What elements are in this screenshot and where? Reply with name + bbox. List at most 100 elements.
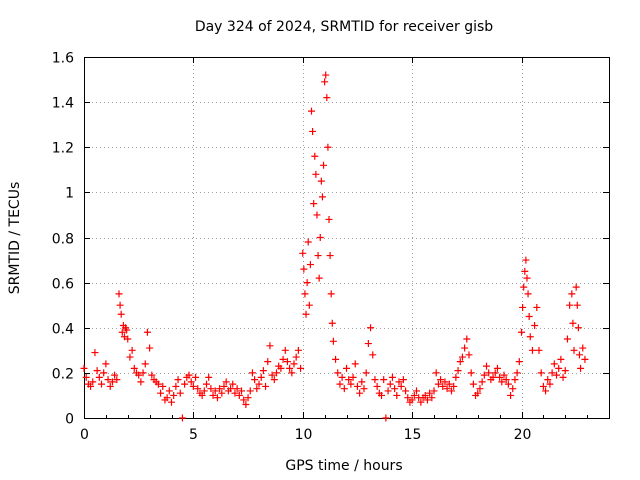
data-point bbox=[334, 369, 342, 377]
data-point bbox=[312, 170, 320, 178]
data-point bbox=[216, 385, 224, 393]
data-point bbox=[325, 215, 333, 223]
data-point bbox=[222, 378, 230, 386]
data-point bbox=[373, 382, 381, 390]
data-point bbox=[323, 94, 331, 102]
data-point bbox=[313, 211, 321, 219]
data-point bbox=[294, 346, 302, 354]
data-point bbox=[402, 387, 410, 395]
data-point bbox=[181, 380, 189, 388]
data-point bbox=[246, 387, 254, 395]
data-point bbox=[388, 373, 396, 381]
data-point bbox=[98, 380, 105, 388]
y-tick-label: 1.4 bbox=[52, 96, 74, 112]
data-point bbox=[235, 391, 243, 399]
y-tick-label: 0 bbox=[65, 412, 74, 428]
data-point bbox=[561, 367, 569, 375]
data-point bbox=[316, 234, 324, 241]
data-point bbox=[262, 382, 270, 390]
data-point bbox=[500, 371, 508, 379]
data-point bbox=[553, 371, 560, 379]
data-point bbox=[364, 340, 372, 348]
data-point bbox=[507, 391, 515, 399]
chart-title: Day 324 of 2024, SRMTID for receiver gis… bbox=[195, 19, 493, 35]
data-point bbox=[550, 360, 558, 368]
data-point bbox=[454, 367, 462, 375]
data-point bbox=[87, 382, 95, 390]
data-point bbox=[546, 380, 554, 388]
data-point bbox=[310, 200, 318, 208]
data-point bbox=[264, 358, 272, 366]
data-point bbox=[189, 382, 197, 390]
data-point bbox=[441, 378, 449, 386]
data-point bbox=[428, 394, 436, 402]
data-point bbox=[537, 369, 545, 377]
data-point bbox=[100, 369, 108, 377]
data-point bbox=[509, 385, 517, 393]
data-point bbox=[502, 376, 510, 384]
y-tick-label: 0.2 bbox=[52, 367, 74, 383]
data-point bbox=[211, 387, 219, 395]
data-point bbox=[82, 373, 90, 381]
data-point bbox=[303, 279, 311, 287]
data-point bbox=[581, 355, 589, 363]
data-point bbox=[95, 373, 103, 381]
data-point bbox=[317, 177, 325, 185]
data-point bbox=[395, 378, 403, 386]
data-point bbox=[301, 290, 309, 298]
data-point bbox=[524, 290, 532, 298]
data-point bbox=[369, 351, 377, 359]
data-point bbox=[523, 274, 531, 282]
data-point bbox=[240, 396, 248, 404]
data-point bbox=[314, 252, 322, 260]
data-point bbox=[393, 391, 401, 399]
data-point bbox=[108, 378, 116, 386]
data-point bbox=[437, 376, 445, 384]
data-point bbox=[579, 344, 587, 352]
data-point bbox=[123, 326, 131, 334]
data-point bbox=[384, 387, 392, 395]
data-point bbox=[139, 369, 147, 377]
data-point bbox=[378, 391, 385, 399]
data-marks bbox=[80, 71, 589, 422]
data-point bbox=[305, 301, 313, 309]
data-point bbox=[332, 355, 340, 363]
data-point bbox=[172, 382, 180, 390]
data-point bbox=[104, 376, 112, 384]
data-point bbox=[439, 382, 447, 390]
data-point bbox=[322, 71, 330, 79]
data-point bbox=[227, 385, 235, 393]
data-point bbox=[531, 321, 539, 329]
data-point bbox=[528, 346, 536, 354]
data-point bbox=[148, 371, 156, 379]
data-point bbox=[539, 382, 547, 390]
data-point bbox=[542, 387, 550, 395]
data-point bbox=[544, 376, 552, 384]
data-point bbox=[521, 267, 529, 275]
data-point bbox=[315, 274, 323, 282]
data-point bbox=[566, 301, 574, 309]
data-point bbox=[511, 376, 519, 384]
data-point bbox=[349, 373, 357, 381]
data-point bbox=[135, 371, 143, 379]
data-point bbox=[328, 319, 336, 327]
data-point bbox=[338, 373, 346, 381]
data-point bbox=[382, 414, 390, 422]
data-point bbox=[450, 382, 458, 390]
data-point bbox=[367, 324, 375, 332]
data-point bbox=[106, 382, 114, 390]
x-tick-label: 20 bbox=[514, 427, 532, 443]
data-point bbox=[218, 389, 226, 397]
data-point bbox=[281, 346, 289, 354]
data-point bbox=[229, 380, 237, 388]
data-point bbox=[563, 335, 571, 343]
x-axis-label: GPS time / hours bbox=[285, 458, 402, 474]
data-point bbox=[519, 303, 527, 311]
data-point bbox=[113, 376, 121, 384]
plot-frame bbox=[84, 57, 610, 419]
x-tick-label: 15 bbox=[404, 427, 422, 443]
data-point bbox=[115, 290, 123, 298]
data-point bbox=[463, 335, 471, 343]
data-point bbox=[557, 355, 565, 363]
